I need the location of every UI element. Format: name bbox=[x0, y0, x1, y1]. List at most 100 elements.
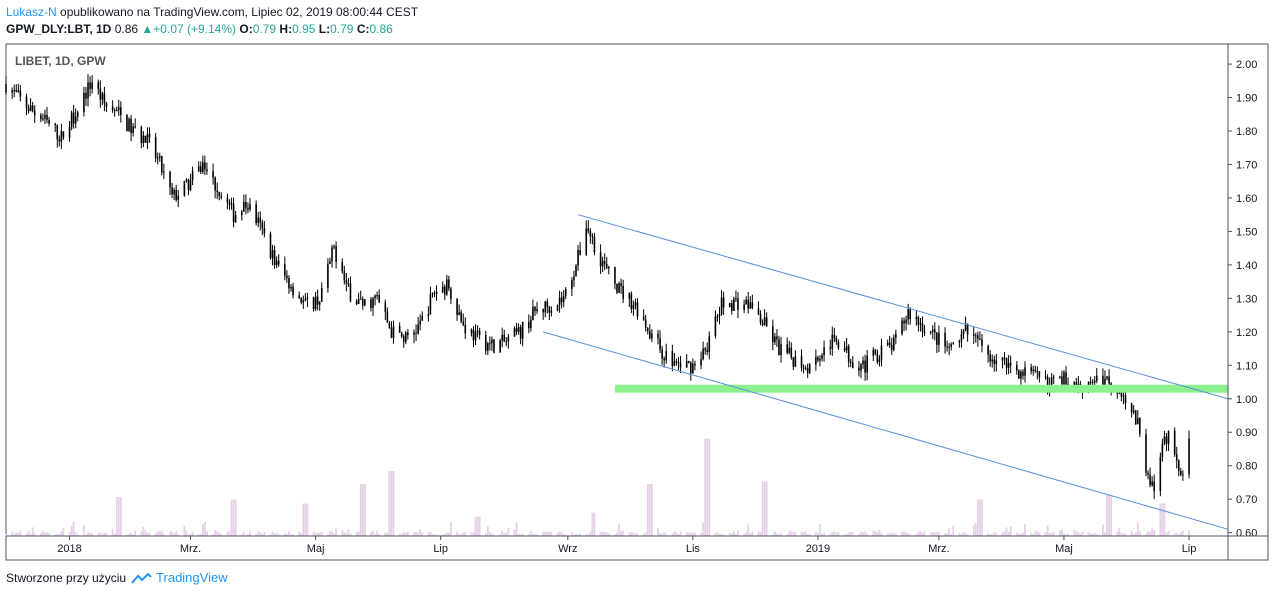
volume-bar bbox=[103, 532, 106, 536]
volume-bar bbox=[587, 534, 590, 536]
volume-bar bbox=[648, 484, 651, 536]
candle-body bbox=[1175, 454, 1178, 461]
candle-body bbox=[890, 344, 893, 350]
volume-bar bbox=[759, 531, 762, 536]
candle-body bbox=[5, 84, 7, 93]
x-axis[interactable]: 2018 Mrz. Maj Lip Wrz Lis 2019 Mrz. Maj Lip bbox=[6, 535, 1268, 555]
candle-body bbox=[548, 306, 551, 313]
volume-bar bbox=[931, 532, 934, 536]
candle-body bbox=[230, 203, 233, 205]
candle-body bbox=[1001, 357, 1004, 361]
y-tick-label: 0.90 bbox=[1236, 427, 1257, 439]
volume-bar bbox=[142, 526, 145, 536]
volume-bar bbox=[790, 530, 793, 536]
candle-body bbox=[837, 341, 840, 349]
volume-bar bbox=[833, 531, 836, 536]
volume-bar bbox=[132, 534, 135, 536]
volume-bar bbox=[146, 532, 149, 536]
candle-body bbox=[532, 306, 534, 320]
volume-bar bbox=[763, 481, 766, 536]
candle-body bbox=[1104, 378, 1106, 385]
tradingview-link[interactable]: TradingView bbox=[156, 570, 228, 585]
candle-body bbox=[493, 339, 495, 353]
candle-body bbox=[1161, 443, 1164, 457]
candle-body bbox=[577, 250, 579, 266]
volume-bar bbox=[515, 522, 518, 536]
volume-bar bbox=[579, 533, 581, 536]
candle-body bbox=[962, 331, 965, 335]
volume-bar bbox=[689, 532, 692, 536]
volume-bar bbox=[406, 531, 409, 536]
candle-body bbox=[950, 344, 953, 347]
candle-body bbox=[446, 279, 448, 295]
volume-bar bbox=[599, 531, 602, 536]
volume-bar bbox=[560, 531, 563, 536]
volume-bar bbox=[343, 532, 346, 536]
volume-bar bbox=[60, 531, 63, 536]
volume-bar bbox=[1091, 533, 1094, 536]
volume-bar bbox=[148, 532, 151, 536]
volume-bar bbox=[472, 532, 475, 536]
volume-bar bbox=[720, 533, 723, 536]
candle-body bbox=[1122, 395, 1125, 397]
volume-bar bbox=[950, 534, 953, 536]
volume-bar bbox=[1044, 532, 1047, 536]
candle-body bbox=[83, 92, 85, 113]
candle-body bbox=[140, 127, 143, 144]
volume-bar bbox=[1061, 530, 1063, 536]
author-link[interactable]: Lukasz-N bbox=[6, 5, 57, 19]
candle-body bbox=[733, 298, 735, 312]
candle-body bbox=[11, 90, 13, 93]
y-axis[interactable]: 2.00 1.90 1.80 1.70 1.60 1.50 1.40 1.30 1.20 1.10… bbox=[1227, 44, 1257, 560]
footer-text: Stworzone przy użyciu bbox=[6, 570, 127, 585]
candle-body bbox=[948, 346, 950, 348]
candle-body bbox=[277, 260, 280, 265]
volume-bar bbox=[1132, 534, 1135, 536]
candle-body bbox=[132, 126, 134, 133]
candle-body bbox=[558, 297, 561, 306]
volume-bar bbox=[958, 532, 961, 536]
volume-bar bbox=[447, 533, 450, 536]
candle-body bbox=[54, 123, 57, 126]
candle-body bbox=[1095, 375, 1098, 381]
volume-bar bbox=[76, 534, 79, 536]
candle-body bbox=[48, 119, 50, 124]
volume-bar bbox=[757, 531, 760, 536]
volume-bar bbox=[417, 532, 420, 536]
volume-bar bbox=[1063, 533, 1065, 536]
candle-body bbox=[142, 135, 145, 144]
volume-bar bbox=[58, 534, 61, 536]
candle-body bbox=[390, 328, 393, 339]
volume-bar bbox=[240, 534, 243, 536]
candle-body bbox=[361, 298, 364, 306]
candle-body bbox=[981, 339, 983, 346]
y-tick-label: 0.80 bbox=[1236, 461, 1257, 473]
volume-bar bbox=[1177, 534, 1180, 536]
volume-bar bbox=[56, 533, 59, 536]
candle-body bbox=[589, 231, 592, 237]
volume-bar bbox=[154, 532, 157, 536]
candle-body bbox=[685, 361, 688, 368]
candle-body bbox=[806, 368, 809, 374]
candle-body bbox=[673, 361, 676, 366]
candle-body bbox=[1106, 376, 1108, 379]
candle-body bbox=[587, 228, 590, 232]
volume-bar bbox=[548, 531, 551, 536]
y-tick-label: 1.70 bbox=[1236, 159, 1257, 171]
volume-bar bbox=[126, 534, 128, 536]
volume-bar bbox=[935, 531, 938, 536]
volume-bar bbox=[909, 534, 912, 536]
candle-body bbox=[534, 306, 536, 312]
volume-bar bbox=[218, 532, 221, 536]
candle-body bbox=[573, 276, 575, 281]
candle-body bbox=[751, 302, 754, 309]
candle-body bbox=[472, 329, 475, 341]
volume-bar bbox=[183, 525, 186, 536]
candle-body bbox=[765, 317, 768, 327]
candle-body bbox=[489, 343, 491, 345]
candle-body bbox=[929, 331, 932, 333]
volume-bar bbox=[794, 531, 797, 536]
candle-body bbox=[708, 336, 711, 353]
candle-body bbox=[952, 342, 955, 345]
